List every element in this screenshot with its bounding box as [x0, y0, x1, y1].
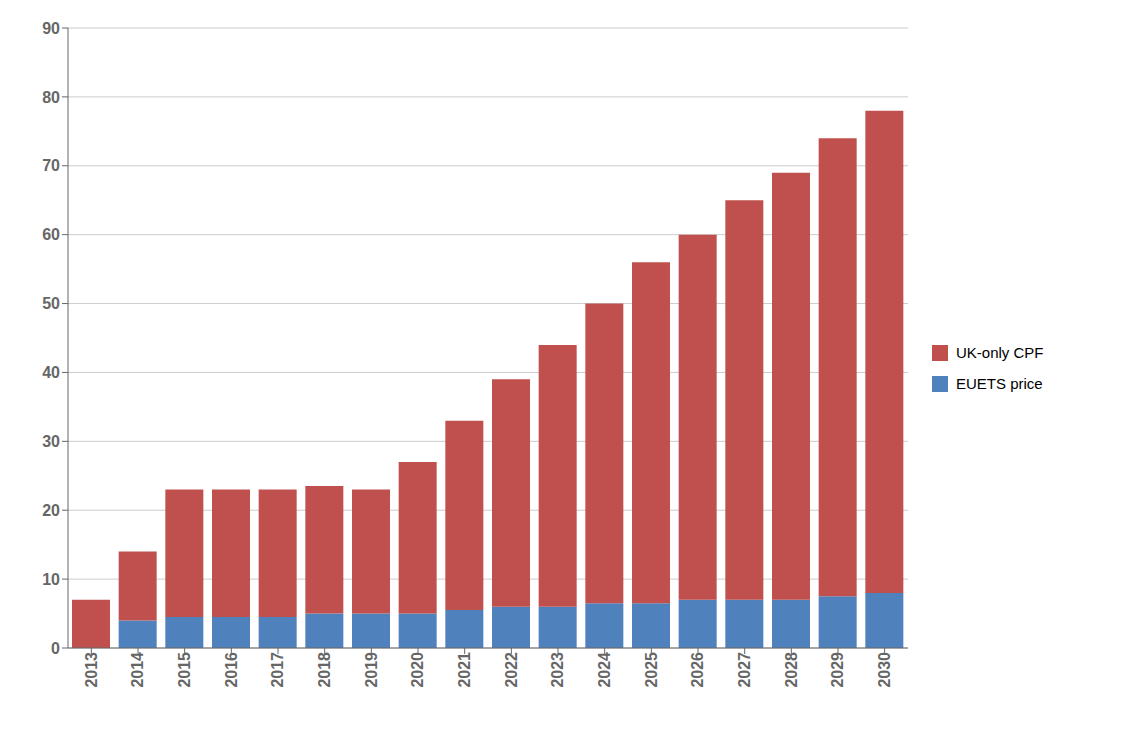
svg-text:0: 0 [51, 640, 60, 657]
svg-text:2029: 2029 [829, 652, 846, 688]
svg-text:50: 50 [42, 295, 60, 312]
svg-text:2019: 2019 [363, 652, 380, 688]
svg-text:2018: 2018 [316, 652, 333, 688]
svg-text:2013: 2013 [83, 652, 100, 688]
svg-text:2016: 2016 [223, 652, 240, 688]
svg-text:2022: 2022 [503, 652, 520, 688]
svg-text:2021: 2021 [456, 652, 473, 688]
html-text:EUETS price: EUETS price [956, 375, 1043, 392]
svg-text:60: 60 [42, 226, 60, 243]
svg-text:20: 20 [42, 502, 60, 519]
svg-text:2024: 2024 [596, 652, 613, 688]
svg-text:2026: 2026 [689, 652, 706, 688]
svg-text:40: 40 [42, 364, 60, 381]
svg-text:2027: 2027 [736, 652, 753, 688]
html-text:UK-only CPF: UK-only CPF [956, 344, 1044, 361]
svg-text:10: 10 [42, 571, 60, 588]
svg-text:2023: 2023 [549, 652, 566, 688]
svg-text:2028: 2028 [783, 652, 800, 688]
svg-text:2015: 2015 [176, 652, 193, 688]
svg-text:90: 90 [42, 20, 60, 37]
svg-text:70: 70 [42, 157, 60, 174]
svg-text:80: 80 [42, 89, 60, 106]
svg-text:2014: 2014 [129, 652, 146, 688]
svg-text:2017: 2017 [269, 652, 286, 688]
svg-text:2025: 2025 [643, 652, 660, 688]
svg-text:30: 30 [42, 433, 60, 450]
svg-text:2030: 2030 [876, 652, 893, 688]
svg-text:2020: 2020 [409, 652, 426, 688]
